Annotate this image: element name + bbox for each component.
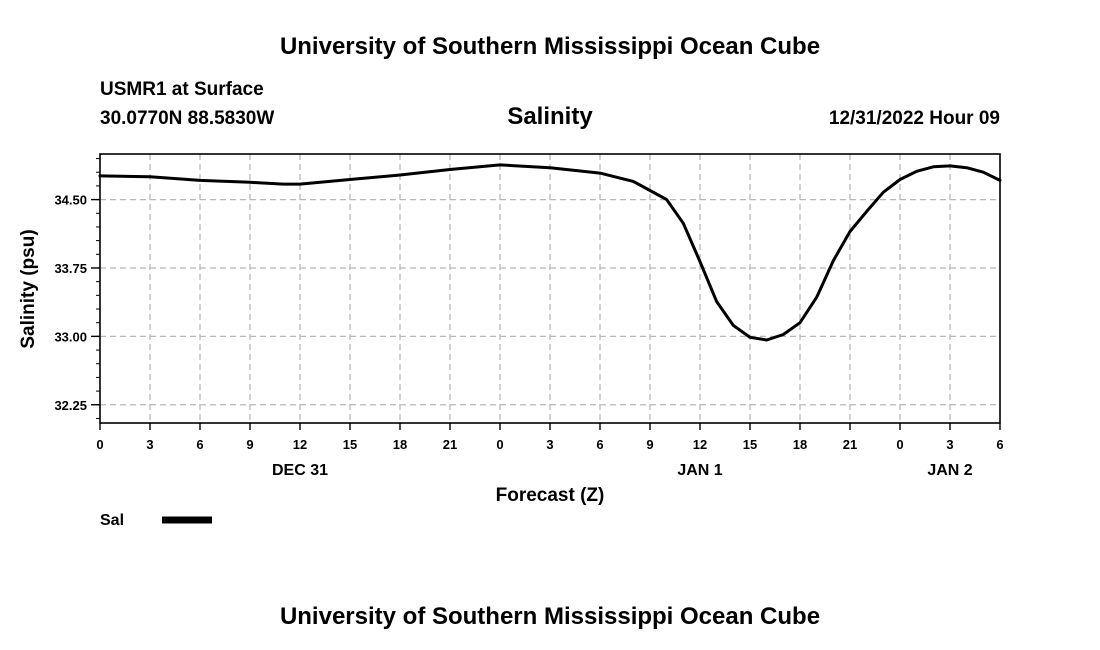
x-tick-label: 0	[896, 437, 903, 452]
x-tick-label: 12	[293, 437, 307, 452]
station-label: USMR1 at Surface	[100, 79, 264, 100]
axes: 32.25 33.00 33.75 34.50 0 3 6 9 12 15 18 21 0 3 6 9 12 15…	[54, 153, 1004, 479]
x-tick-label: 9	[246, 437, 253, 452]
date-label: JAN 2	[927, 462, 972, 479]
y-tick-label: 33.75	[54, 261, 87, 276]
x-axis-label: Forecast (Z)	[496, 485, 605, 506]
page-title-bottom: University of Southern Mississippi Ocean…	[280, 603, 820, 630]
x-tick-label: 0	[496, 437, 503, 452]
page-title-top: University of Southern Mississippi Ocean…	[280, 33, 820, 60]
grid	[100, 154, 1000, 423]
timestamp-label: 12/31/2022 Hour 09	[829, 108, 1000, 129]
x-tick-label: 6	[196, 437, 203, 452]
x-tick-label: 6	[996, 437, 1003, 452]
series-line-sal	[98, 163, 1002, 342]
legend-label: Sal	[100, 512, 124, 529]
x-tick-label: 3	[546, 437, 553, 452]
x-tick-label: 18	[793, 437, 807, 452]
x-tick-label: 15	[743, 437, 757, 452]
x-tick-label: 18	[393, 437, 407, 452]
date-label: JAN 1	[677, 462, 722, 479]
y-tick-label: 33.00	[54, 329, 87, 344]
coordinates-label: 30.0770N 88.5830W	[100, 108, 274, 129]
x-tick-label: 12	[693, 437, 707, 452]
x-tick-label: 0	[96, 437, 103, 452]
chart-title: Salinity	[507, 103, 593, 130]
y-tick-label: 34.50	[54, 193, 87, 208]
x-tick-label: 21	[443, 437, 457, 452]
x-tick-label: 3	[946, 437, 953, 452]
y-axis-label: Salinity (psu)	[18, 229, 39, 348]
x-tick-label: 21	[843, 437, 857, 452]
x-tick-label: 3	[146, 437, 153, 452]
series	[98, 163, 1002, 342]
y-tick-label: 32.25	[54, 398, 87, 413]
x-tick-label: 15	[343, 437, 357, 452]
x-tick-label: 9	[646, 437, 653, 452]
legend: Sal	[100, 512, 212, 529]
date-label: DEC 31	[272, 462, 328, 479]
x-tick-label: 6	[596, 437, 603, 452]
